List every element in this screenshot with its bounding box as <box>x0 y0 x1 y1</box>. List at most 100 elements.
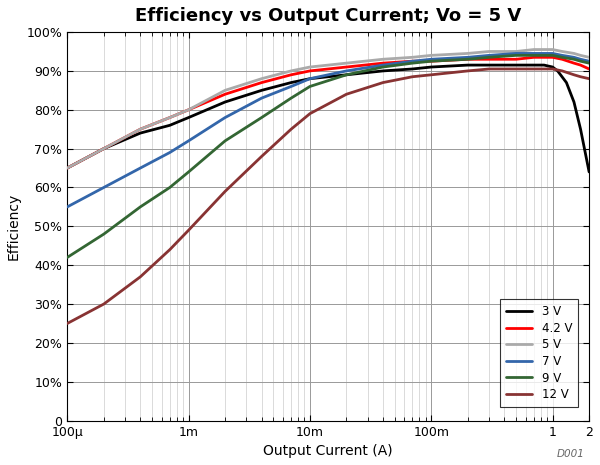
5 V <box>464 51 472 56</box>
5 V <box>221 87 229 93</box>
9 V <box>428 59 435 64</box>
3 V <box>64 165 71 171</box>
12 V <box>541 66 548 72</box>
4.2 V <box>549 54 556 60</box>
9 V <box>287 95 295 101</box>
4.2 V <box>428 59 435 64</box>
12 V <box>571 72 578 78</box>
3 V <box>221 99 229 105</box>
3 V <box>512 62 520 68</box>
9 V <box>512 53 520 58</box>
7 V <box>258 95 265 101</box>
9 V <box>409 60 416 66</box>
7 V <box>541 51 548 56</box>
5 V <box>485 49 493 54</box>
5 V <box>258 76 265 81</box>
4.2 V <box>485 56 493 62</box>
12 V <box>307 111 314 116</box>
5 V <box>586 54 593 60</box>
7 V <box>64 204 71 210</box>
12 V <box>221 189 229 194</box>
4.2 V <box>379 60 386 66</box>
4.2 V <box>512 56 520 62</box>
9 V <box>166 185 173 190</box>
9 V <box>221 138 229 144</box>
7 V <box>379 62 386 68</box>
12 V <box>166 247 173 252</box>
5 V <box>64 165 71 171</box>
5 V <box>409 54 416 60</box>
9 V <box>379 64 386 70</box>
7 V <box>137 165 144 171</box>
9 V <box>530 53 538 58</box>
5 V <box>571 51 578 56</box>
7 V <box>559 53 566 58</box>
Line: 12 V: 12 V <box>67 69 589 324</box>
5 V <box>287 68 295 74</box>
3 V <box>100 146 107 152</box>
12 V <box>530 66 538 72</box>
5 V <box>379 56 386 62</box>
7 V <box>485 53 493 58</box>
4.2 V <box>559 56 566 62</box>
7 V <box>530 51 538 56</box>
3 V <box>530 62 538 68</box>
9 V <box>307 84 314 89</box>
3 V <box>586 169 593 175</box>
5 V <box>512 49 520 54</box>
9 V <box>559 54 566 60</box>
4.2 V <box>530 54 538 60</box>
7 V <box>586 59 593 64</box>
5 V <box>185 107 192 113</box>
12 V <box>428 72 435 78</box>
4.2 V <box>221 92 229 97</box>
3 V <box>563 80 570 86</box>
5 V <box>559 49 566 54</box>
3 V <box>307 76 314 81</box>
9 V <box>64 255 71 260</box>
X-axis label: Output Current (A): Output Current (A) <box>263 444 393 458</box>
7 V <box>464 54 472 60</box>
7 V <box>166 150 173 155</box>
7 V <box>577 56 584 62</box>
7 V <box>100 185 107 190</box>
9 V <box>185 169 192 175</box>
3 V <box>428 64 435 70</box>
Line: 9 V: 9 V <box>67 55 589 258</box>
5 V <box>343 60 350 66</box>
3 V <box>287 80 295 86</box>
12 V <box>409 74 416 80</box>
5 V <box>577 53 584 58</box>
4.2 V <box>343 64 350 70</box>
5 V <box>541 47 548 53</box>
12 V <box>586 76 593 81</box>
3 V <box>343 72 350 78</box>
5 V <box>428 53 435 58</box>
9 V <box>343 72 350 78</box>
3 V <box>379 68 386 74</box>
Line: 7 V: 7 V <box>67 53 589 207</box>
5 V <box>549 47 556 53</box>
4.2 V <box>64 165 71 171</box>
4.2 V <box>166 115 173 120</box>
5 V <box>530 47 538 53</box>
4.2 V <box>464 56 472 62</box>
Title: Efficiency vs Output Current; Vo = 5 V: Efficiency vs Output Current; Vo = 5 V <box>135 7 521 25</box>
5 V <box>307 64 314 70</box>
4.2 V <box>287 72 295 78</box>
Legend: 3 V, 4.2 V, 5 V, 7 V, 9 V, 12 V: 3 V, 4.2 V, 5 V, 7 V, 9 V, 12 V <box>500 299 578 407</box>
3 V <box>409 66 416 72</box>
9 V <box>577 59 584 64</box>
9 V <box>549 53 556 58</box>
7 V <box>287 84 295 89</box>
9 V <box>100 231 107 237</box>
4.2 V <box>100 146 107 152</box>
12 V <box>512 66 520 72</box>
7 V <box>571 54 578 60</box>
5 V <box>100 146 107 152</box>
4.2 V <box>541 54 548 60</box>
7 V <box>409 59 416 64</box>
12 V <box>185 227 192 233</box>
9 V <box>258 115 265 120</box>
7 V <box>185 138 192 144</box>
